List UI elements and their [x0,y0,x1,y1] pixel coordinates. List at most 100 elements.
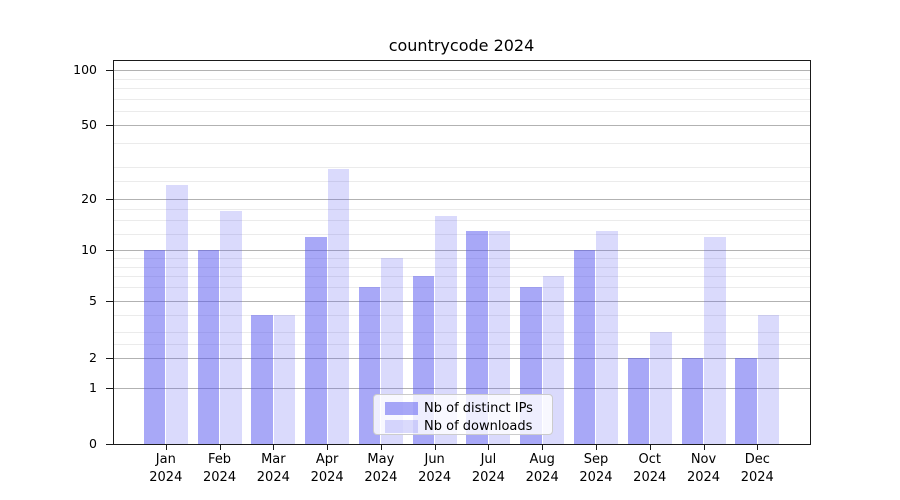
x-tick-label: Jul 2024 [460,451,516,487]
x-tick-label-year: 2024 [364,470,398,485]
x-tick-label-month: Dec [744,452,770,467]
bar-downloads [166,184,188,444]
gridline-minor [113,87,810,89]
x-tick-mark [434,445,436,450]
bar-distinct-ips [735,357,757,444]
bar-downloads [757,314,780,444]
x-tick-label-year: 2024 [579,470,613,485]
x-tick-label-year: 2024 [686,470,721,485]
bar-downloads [650,332,672,444]
bar-downloads [273,314,296,444]
x-tick-mark [165,445,167,450]
chart-title: countrycode 2024 [388,36,535,55]
gridline-minor [113,110,810,112]
x-tick-mark [219,445,221,450]
x-tick-label: Dec 2024 [729,451,785,487]
y-tick-mark [106,125,113,127]
x-tick-label: May 2024 [353,451,409,487]
gridline-minor [113,314,810,316]
x-tick-label-year: 2024 [633,470,667,485]
x-tick-mark [595,445,597,450]
y-tick-mark [106,300,113,302]
y-tick-label: 10 [81,242,97,258]
gridline-minor [113,78,810,80]
x-tick-label-month: Feb [208,452,232,467]
x-tick-label-month: Sep [583,452,609,467]
bar-distinct-ips [197,250,220,444]
gridline-major [113,300,810,302]
x-tick-label-month: Apr [315,452,339,467]
bar-distinct-ips [143,250,166,444]
x-tick-label-month: Oct [638,452,661,467]
x-tick-label-month: Aug [529,452,555,467]
bar-distinct-ips [627,357,650,444]
y-tick-label: 20 [81,191,97,207]
legend: Nb of distinct IPs Nb of downloads [373,394,553,435]
gridline-minor [113,332,810,334]
gridline-major [113,357,810,359]
x-tick-mark [649,445,651,450]
y-tick-mark [106,357,113,359]
x-tick-mark [757,445,759,450]
y-tick-mark [106,199,113,201]
gridline-minor [113,266,810,268]
y-tick-label: 100 [73,62,97,78]
bar-downloads [220,211,242,444]
legend-entry-distinct-ips: Nb of distinct IPs [385,400,552,418]
bar-distinct-ips [466,231,488,444]
bar-downloads [704,236,726,444]
x-tick-label-month: Nov [690,452,717,467]
bar-distinct-ips [251,314,273,444]
legend-swatch-distinct-ips [385,402,418,416]
gridline-major [113,70,810,72]
x-tick-label-month: May [367,452,395,467]
x-tick-label: Jun 2024 [407,451,463,487]
x-tick-label: Feb 2024 [192,451,248,487]
y-tick-mark [106,388,113,389]
plot-spine-bottom [113,444,811,445]
x-tick-label-year: 2024 [310,470,344,485]
gridline-major [113,199,810,201]
bar-distinct-ips [573,250,596,444]
x-tick-label: Mar 2024 [245,451,301,487]
gridline-major [113,388,810,389]
x-tick-label-year: 2024 [740,470,774,485]
x-tick-label-month: Jan [155,452,176,467]
y-tick-mark [106,444,113,445]
x-tick-label-year: 2024 [149,470,183,485]
bar-downloads [327,169,350,444]
legend-swatch-downloads [385,419,418,433]
x-tick-label: Aug 2024 [514,451,570,487]
legend-label-distinct-ips: Nb of distinct IPs [424,401,533,417]
y-tick-label: 50 [81,117,97,133]
x-tick-label: Sep 2024 [568,451,624,487]
gridline-minor [113,143,810,145]
gridline-major [113,250,810,252]
gridline-minor [113,166,810,168]
plot-spine-right [810,60,811,445]
x-tick-label: Oct 2024 [622,451,678,487]
x-tick-label: Apr 2024 [299,451,355,487]
plot-spine-top [113,60,811,61]
gridline-minor [113,98,810,100]
gridline-minor [113,343,810,345]
x-tick-mark [273,445,275,450]
x-tick-mark [703,445,705,450]
legend-label-downloads: Nb of downloads [424,418,533,434]
gridline-minor [113,220,810,222]
bar-downloads [596,231,618,444]
x-tick-label-year: 2024 [525,470,559,485]
gridline-minor [113,276,810,278]
legend-entry-downloads: Nb of downloads [385,418,552,436]
x-tick-label-year: 2024 [203,470,237,485]
x-tick-label-year: 2024 [418,470,452,485]
gridline-minor [113,287,810,289]
x-tick-mark [327,445,329,450]
y-tick-label: 1 [89,380,97,395]
x-tick-label-month: Mar [261,452,286,467]
x-tick-mark [542,445,544,450]
plot-area: Nb of distinct IPs Nb of downloads [113,60,810,444]
x-tick-label-year: 2024 [471,470,505,485]
bar-distinct-ips [681,357,703,444]
